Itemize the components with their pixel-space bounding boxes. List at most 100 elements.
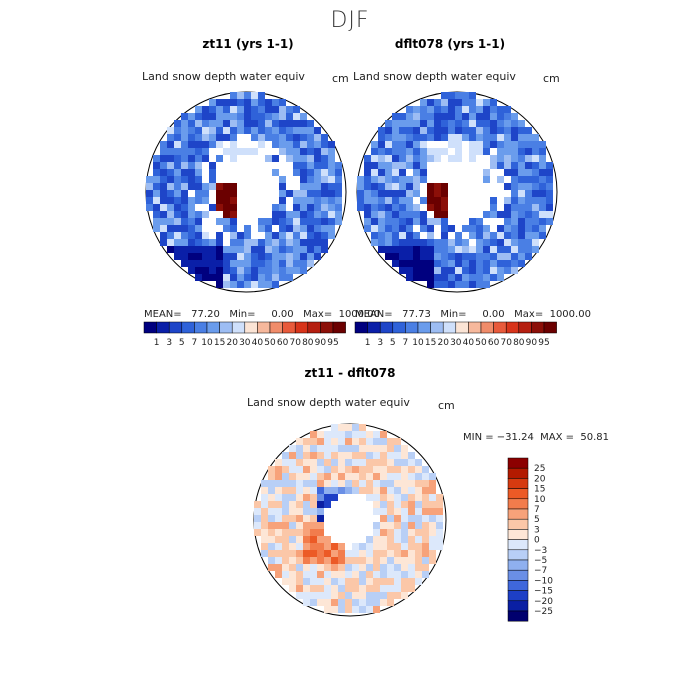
map-cell <box>160 176 167 183</box>
map-cell <box>328 141 335 148</box>
map-cell <box>441 99 448 106</box>
map-cell <box>293 106 300 113</box>
map-cell <box>230 267 237 274</box>
map-cell <box>413 120 420 127</box>
map-cell <box>265 134 272 141</box>
map-cell <box>401 487 408 494</box>
map-cell <box>518 197 525 204</box>
map-cell <box>317 564 324 571</box>
map-cell <box>230 218 237 225</box>
colorbar-tick-label: 50 <box>475 338 487 347</box>
map-cell <box>300 127 307 134</box>
map-cell <box>469 155 476 162</box>
map-cell <box>406 155 413 162</box>
map-cell <box>469 127 476 134</box>
map-cell <box>525 169 532 176</box>
map-cell <box>317 431 324 438</box>
map-cell <box>422 466 429 473</box>
map-cell <box>406 183 413 190</box>
map-cell <box>385 211 392 218</box>
colorbar-box <box>143 321 157 334</box>
colorbar-box <box>507 508 529 520</box>
map-cell <box>401 522 408 529</box>
map-cell <box>532 204 539 211</box>
colorbar-box <box>257 321 271 334</box>
map-cell <box>483 127 490 134</box>
map-cell <box>279 239 286 246</box>
map-cell <box>469 246 476 253</box>
map-cell <box>293 267 300 274</box>
map-cell <box>385 225 392 232</box>
map-cell <box>504 148 511 155</box>
map-cell <box>413 267 420 274</box>
colorbar-tick-label: 20 <box>226 338 238 347</box>
map-cell <box>303 550 310 557</box>
map-cell <box>293 253 300 260</box>
map-cell <box>434 246 441 253</box>
map-cell <box>310 515 317 522</box>
map-cell <box>448 113 455 120</box>
map-cell <box>366 550 373 557</box>
map-cell <box>265 148 272 155</box>
map-cell <box>338 578 345 585</box>
map-cell <box>427 274 434 281</box>
map-cell <box>303 473 310 480</box>
colorbar-tick-label: 80 <box>302 338 314 347</box>
map-cell <box>167 211 174 218</box>
map-cell <box>387 452 394 459</box>
colorbar-tick-label: 15 <box>534 485 545 495</box>
map-cell <box>331 480 338 487</box>
map-cell <box>373 445 380 452</box>
map-cell <box>331 431 338 438</box>
map-cell <box>532 162 539 169</box>
map-cell <box>321 148 328 155</box>
map-cell <box>153 155 160 162</box>
map-cell <box>352 466 359 473</box>
map-cell <box>237 141 244 148</box>
map-cell <box>401 445 408 452</box>
map-cell <box>314 148 321 155</box>
map-cell <box>251 246 258 253</box>
map-cell <box>357 197 364 204</box>
map-cell <box>279 127 286 134</box>
map-cell <box>436 494 443 501</box>
map-cell <box>282 571 289 578</box>
map-cell <box>364 218 371 225</box>
map-cell <box>387 466 394 473</box>
map-cell <box>300 148 307 155</box>
map-cell <box>441 183 448 190</box>
map-cell <box>324 557 331 564</box>
map-cell <box>286 260 293 267</box>
map-cell <box>296 550 303 557</box>
map-cell <box>303 529 310 536</box>
map-cell <box>392 127 399 134</box>
map-cell <box>462 155 469 162</box>
map-cell <box>296 578 303 585</box>
map-cell <box>366 599 373 606</box>
map-cell <box>314 176 321 183</box>
map-cell <box>272 239 279 246</box>
map-cell <box>490 260 497 267</box>
map-cell <box>174 225 181 232</box>
map-cell <box>237 274 244 281</box>
map-cell <box>352 571 359 578</box>
map-cell <box>539 148 546 155</box>
map-cell <box>331 592 338 599</box>
map-cell <box>338 438 345 445</box>
map-cell <box>167 169 174 176</box>
map-cell <box>366 473 373 480</box>
map-cell <box>216 113 223 120</box>
map-cell <box>469 99 476 106</box>
map-cell <box>392 176 399 183</box>
map-cell <box>408 508 415 515</box>
map-cell <box>300 239 307 246</box>
map-cell <box>202 190 209 197</box>
map-cell <box>455 267 462 274</box>
map-cell <box>202 120 209 127</box>
panel-2-map <box>356 91 558 293</box>
map-cell <box>153 197 160 204</box>
map-cell <box>268 543 275 550</box>
map-cell <box>504 232 511 239</box>
colorbar-box <box>332 321 346 334</box>
colorbar-tick-label: −20 <box>534 597 553 607</box>
